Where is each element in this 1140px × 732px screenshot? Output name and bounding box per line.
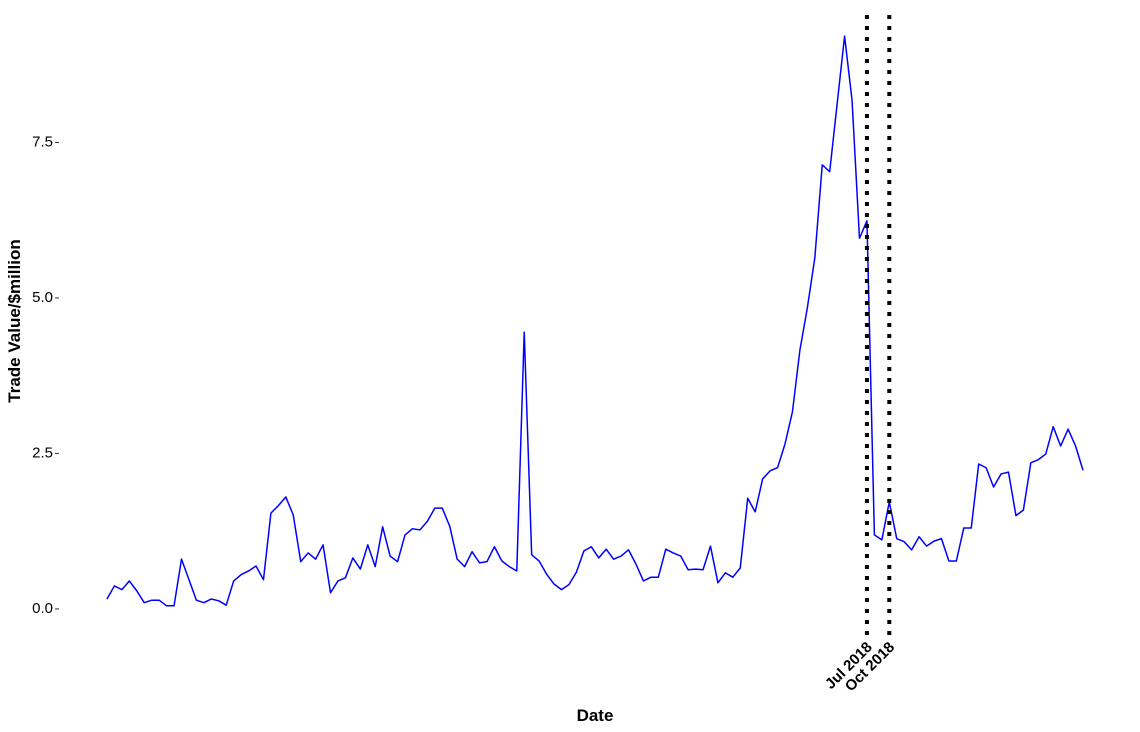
x-axis-title: Date: [577, 706, 614, 725]
y-tick-label: 5.0: [32, 289, 53, 306]
y-tick-label: 7.5: [32, 133, 53, 150]
y-axis-title: Trade Value/$million: [5, 239, 24, 402]
series-line: [106, 35, 1084, 607]
y-tick-label: 0.0: [32, 600, 53, 617]
y-tick-label: 2.5: [32, 444, 53, 461]
